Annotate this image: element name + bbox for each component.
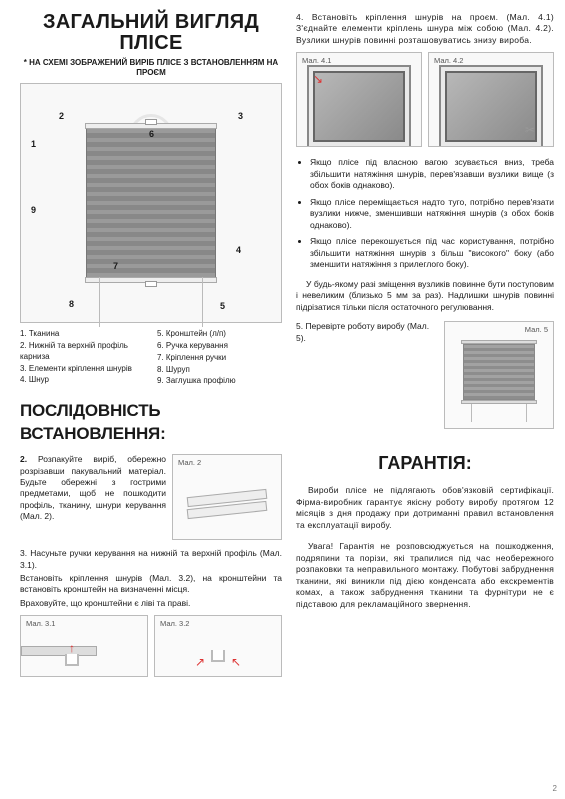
legend-item: 4. Шнур (20, 375, 145, 386)
legend-item: 6. Ручка керування (157, 341, 282, 352)
subtitle: * На схемі зображений виріб плісе з вста… (20, 58, 282, 77)
callout-3: 3 (238, 110, 243, 122)
fig-label: Мал. 2 (178, 458, 201, 468)
step-2-text: Розпакуйте виріб, обережно розрізавши па… (20, 454, 166, 521)
figure-mal-4-1: Мал. 4.1 ↘ (296, 52, 422, 147)
sequence-title: Послідовність встановлення: (20, 400, 282, 446)
callout-4: 4 (236, 244, 241, 256)
legend-item: 1. Тканина (20, 329, 145, 340)
step-2-num: 2. (20, 454, 27, 464)
step-3: 3. Насуньте ручки керування на нижній та… (20, 548, 282, 609)
callout-1: 1 (31, 138, 36, 150)
legend-item: 5. Кронштейн (л/п) (157, 329, 282, 340)
figure-mal-3-1: Мал. 3.1 ↑ (20, 615, 148, 677)
warranty-p1: Вироби плісе не підлягають обов'язковій … (296, 485, 554, 531)
warranty-title: Гарантія: (296, 451, 554, 475)
step-3a: 3. Насуньте ручки керування на нижній та… (20, 548, 282, 571)
warranty-p2: Увага! Гарантія не розповсюджується на п… (296, 541, 554, 610)
adjustment-notes: Якщо плісе під власною вагою зсувається … (310, 157, 554, 270)
figure-mal-4-2: Мал. 4.2 ✂ (428, 52, 554, 147)
callout-7: 7 (113, 260, 118, 272)
callout-6: 6 (149, 128, 154, 140)
main-diagram: 1 2 3 4 5 6 7 8 9 (20, 83, 282, 323)
step-5: 5. Перевірте роботу виробу (Мал. 5). (296, 321, 436, 344)
fig-label: Мал. 3.1 (26, 619, 55, 629)
figure-mal-2: Мал. 2 (172, 454, 282, 540)
fig-label: Мал. 5 (525, 325, 548, 335)
legend-item: 2. Нижній та верхній профіль карниза (20, 341, 145, 363)
callout-9: 9 (31, 204, 36, 216)
callout-2: 2 (59, 110, 64, 122)
bullet-item: Якщо плісе переміщається надто туго, пот… (310, 197, 554, 231)
bullet-item: Якщо плісе під власною вагою зсувається … (310, 157, 554, 191)
legend-item: 9. Заглушка профілю (157, 376, 282, 387)
legend-item: 8. Шуруп (157, 365, 282, 376)
callout-8: 8 (69, 298, 74, 310)
step-3c: Враховуйте, що кронштейни є ліві та прав… (20, 598, 282, 609)
adjustment-summary: У будь-якому разі зміщення вузликів пови… (296, 279, 554, 313)
legend-item: 7. Кріплення ручки (157, 353, 282, 364)
bullet-item: Якщо плісе перекошується під час користу… (310, 236, 554, 270)
legend: 1. Тканина 2. Нижній та верхній профіль … (20, 329, 282, 388)
step-3b: Встановіть кріплення шнурів (Мал. 3.2), … (20, 573, 282, 596)
callout-5: 5 (220, 300, 225, 312)
figure-mal-5: Мал. 5 (444, 321, 554, 429)
step-4: 4. Встановіть кріплення шнурів на проєм.… (296, 12, 554, 46)
fig-label: Мал. 3.2 (160, 619, 189, 629)
step-2: 2. Розпакуйте виріб, обережно розрізавши… (20, 454, 166, 523)
main-title: Загальний вигляд плісе (20, 12, 282, 54)
page-number: 2 (553, 784, 557, 795)
legend-item: 3. Елементи кріплення шнурів (20, 364, 145, 375)
figure-mal-3-2: Мал. 3.2 ↗ ↖ (154, 615, 282, 677)
